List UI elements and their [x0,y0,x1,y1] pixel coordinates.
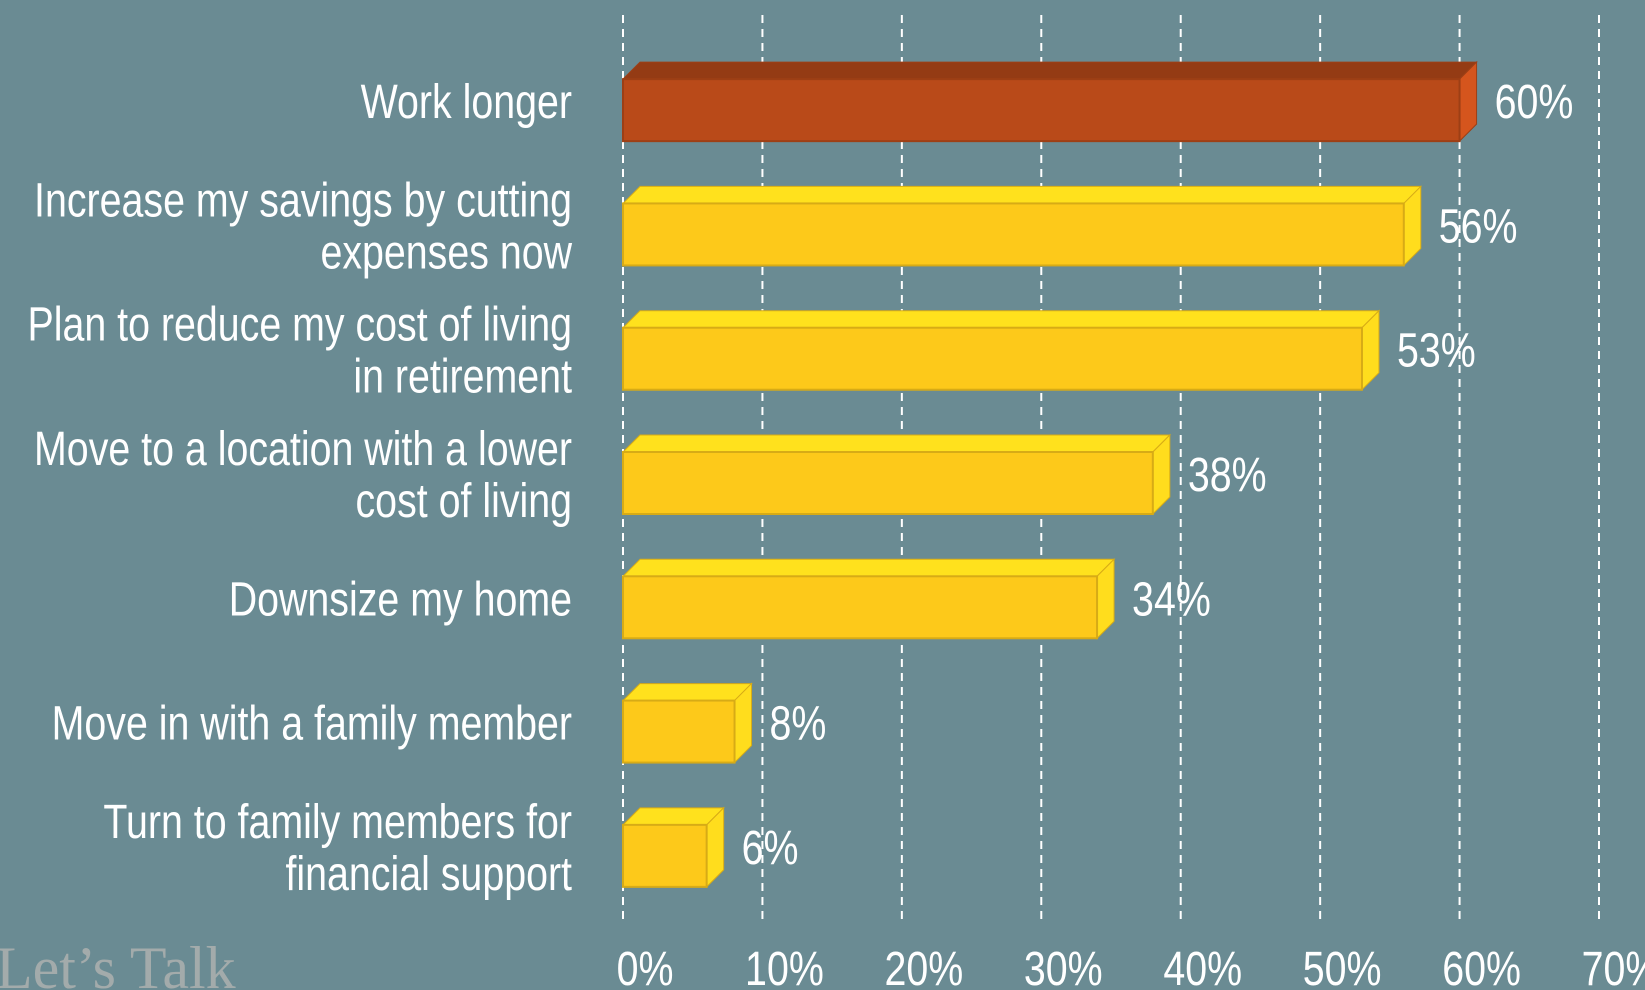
bar [622,326,1363,391]
value-label: 8% [770,697,827,751]
bar [622,699,736,764]
value-label: 53% [1397,324,1476,378]
bar [622,78,1461,143]
bar [622,451,1154,515]
category-label: Plan to reduce my cost of living in retir… [27,298,572,404]
bar-top [621,434,1172,453]
category-label: Downsize my home [229,573,572,627]
category-label: Turn to family members for financial supp… [103,795,572,901]
value-label: 60% [1495,75,1574,129]
category-label: Move to a location with a lower cost of l… [34,422,572,528]
x-tick-label: 70% [1582,942,1645,990]
x-tick-label: 20% [884,942,963,990]
x-tick-label: 30% [1024,942,1103,990]
bar-top [621,683,753,702]
logo: Let’s Talk [0,935,236,990]
bar-top [621,310,1381,329]
x-tick-label: 40% [1163,942,1242,990]
x-tick-label: 0% [617,942,674,990]
value-label: 38% [1188,448,1267,502]
value-label: 6% [742,821,799,875]
bar-top [621,558,1116,577]
value-label: 34% [1132,573,1211,627]
x-tick-label: 50% [1303,942,1382,990]
x-tick-label: 60% [1442,942,1521,990]
category-label: Increase my savings by cutting expenses n… [34,174,572,280]
bar [622,575,1099,640]
bar [622,823,708,888]
category-label: Work longer [361,75,572,129]
bar-top [621,185,1423,204]
category-label: Move in with a family member [52,697,572,751]
bar-top [621,61,1478,80]
bar [622,202,1405,267]
value-label: 56% [1439,200,1518,254]
x-tick-label: 10% [745,942,824,990]
